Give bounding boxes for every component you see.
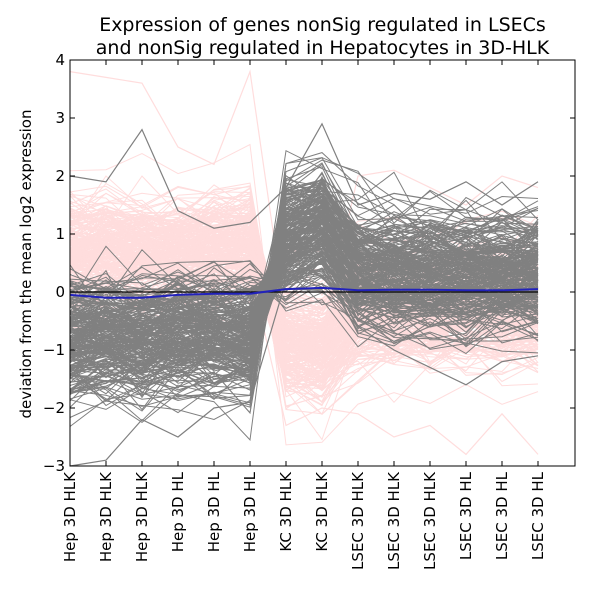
gray-gene-lines	[69, 122, 539, 467]
gray-gene-line	[69, 214, 539, 395]
y-tick-label: −1	[43, 341, 65, 359]
y-tick-label: 2	[55, 167, 65, 185]
pink-gene-line	[69, 143, 539, 446]
gray-gene-line	[69, 260, 539, 350]
gray-gene-line-extreme	[69, 122, 539, 229]
x-tick-label: KC 3D HLK	[313, 471, 331, 552]
gray-gene-line	[69, 249, 539, 355]
gray-gene-line	[69, 239, 539, 343]
gray-gene-line	[69, 258, 539, 338]
gray-gene-line	[69, 163, 539, 385]
x-tick-label: LSEC 3D HLK	[421, 471, 439, 570]
gray-gene-line	[69, 267, 539, 325]
gray-gene-line-extreme	[69, 262, 539, 467]
x-tick-label: Hep 3D HLK	[133, 471, 151, 562]
gray-gene-line	[69, 243, 539, 333]
y-tick-label: 1	[55, 225, 65, 243]
reference-lines	[69, 286, 539, 299]
gray-gene-line	[69, 268, 539, 340]
gray-gene-line	[69, 231, 539, 344]
x-tick-label: LSEC 3D HL	[457, 471, 475, 560]
gray-gene-line	[69, 152, 539, 408]
gray-gene-line	[69, 211, 539, 357]
x-tick-label: LSEC 3D HL	[493, 471, 511, 560]
y-tick-label: 0	[55, 283, 65, 301]
gray-gene-line	[69, 266, 539, 349]
gray-gene-line	[69, 182, 539, 371]
gray-gene-line	[69, 256, 539, 326]
gray-gene-line	[69, 201, 539, 371]
gray-gene-line	[69, 237, 539, 344]
gray-gene-line	[69, 149, 539, 424]
pink-gene-line	[69, 192, 539, 407]
pink-gene-line	[69, 191, 539, 441]
x-tick-label: Hep 3D HL	[241, 471, 259, 552]
gray-gene-line	[69, 179, 539, 422]
chart-title-line-2: and nonSig regulated in Hepatocytes in 3…	[95, 37, 550, 59]
gray-gene-line	[69, 157, 539, 442]
pink-gene-line	[69, 213, 539, 403]
chart-title-line-1: Expression of genes nonSig regulated in …	[99, 14, 546, 36]
gray-gene-line	[69, 172, 539, 389]
gray-gene-line	[69, 258, 539, 330]
gray-gene-line	[69, 245, 539, 325]
gray-gene-line	[69, 221, 539, 337]
gray-gene-line	[69, 182, 539, 414]
gray-gene-line	[69, 193, 539, 392]
x-tick-label: LSEC 3D HL	[529, 471, 547, 560]
gray-gene-line	[69, 189, 539, 391]
gray-gene-line	[69, 222, 539, 370]
pink-gene-line	[69, 223, 539, 369]
gray-gene-line	[69, 159, 539, 421]
gray-gene-line	[69, 219, 539, 367]
gray-gene-line	[69, 195, 539, 373]
y-tick-label: 4	[55, 51, 65, 69]
mean-line	[69, 286, 539, 299]
x-tick-label: Hep 3D HLK	[97, 471, 115, 562]
x-tick-label: LSEC 3D HLK	[385, 471, 403, 570]
gray-gene-line	[69, 182, 539, 393]
gray-gene-line	[69, 187, 539, 399]
gray-gene-line	[69, 247, 539, 348]
y-tick-label: −3	[43, 457, 65, 475]
x-tick-label: LSEC 3D HLK	[349, 471, 367, 570]
x-tick-label: Hep 3D HL	[169, 471, 187, 552]
pink-gene-line	[69, 193, 539, 391]
pink-gene-line	[69, 234, 539, 348]
y-tick-label: 3	[55, 109, 65, 127]
gray-gene-line	[69, 183, 539, 393]
gray-gene-line	[69, 166, 539, 415]
y-tick-label: −2	[43, 399, 65, 417]
axes: −3 −2 −1 0 1 2 3 4 Hep 3D HLK Hep 3D HLK Hep 3D HL…	[43, 51, 576, 570]
gray-gene-line	[69, 261, 539, 342]
pink-gene-line	[69, 216, 539, 377]
gray-gene-line	[69, 199, 539, 362]
gray-gene-line	[69, 236, 539, 363]
x-tick-label: Hep 3D HL	[205, 471, 223, 552]
pink-gene-line-extreme	[69, 69, 539, 334]
x-tick-label: KC 3D HLK	[277, 471, 295, 552]
x-tick-label: Hep 3D HLK	[61, 471, 79, 562]
gray-gene-line	[69, 228, 539, 374]
gray-gene-line	[69, 186, 539, 378]
